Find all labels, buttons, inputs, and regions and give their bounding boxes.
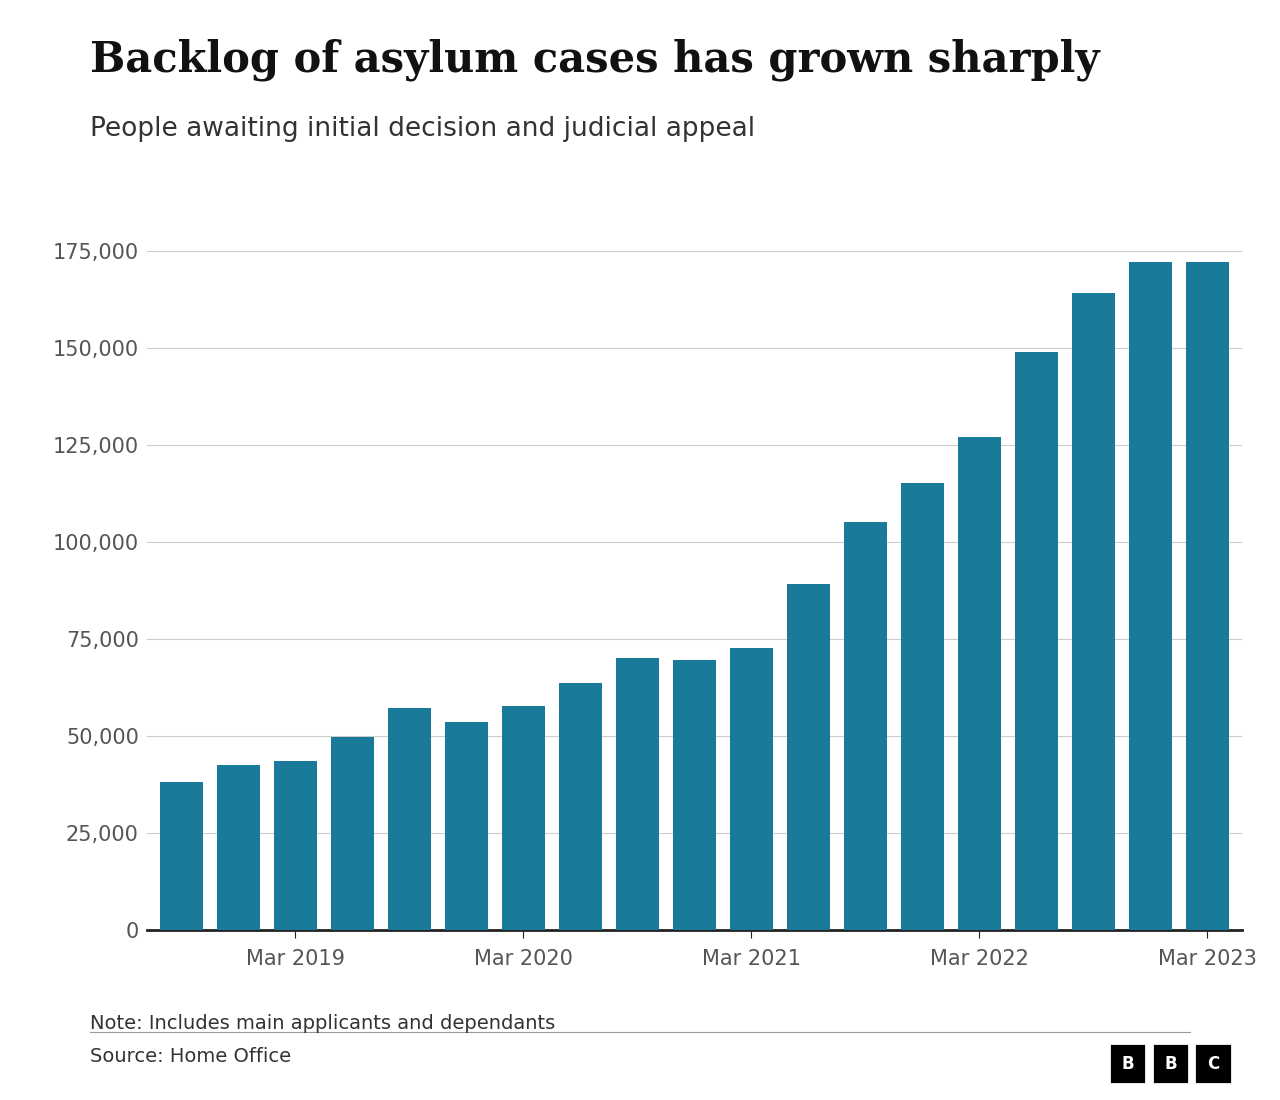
Bar [673,660,716,930]
Bar [502,706,545,930]
Bar [218,764,260,930]
Text: B: B [1164,1055,1176,1072]
Text: C: C [1207,1055,1219,1072]
Bar [1187,262,1229,930]
Bar [332,737,374,929]
Bar [1129,262,1171,930]
Text: Backlog of asylum cases has grown sharply: Backlog of asylum cases has grown sharpl… [90,39,1100,81]
Bar [160,782,202,929]
Text: B: B [1121,1055,1134,1072]
Bar [957,437,1001,930]
Bar [730,648,773,930]
Bar [616,658,659,930]
FancyBboxPatch shape [1108,1044,1147,1084]
Text: Source: Home Office: Source: Home Office [90,1047,291,1066]
Bar [844,522,887,930]
Bar [1015,352,1057,929]
Bar [559,683,602,930]
FancyBboxPatch shape [1152,1044,1189,1084]
Bar [901,483,943,930]
Bar [1073,294,1115,930]
Bar [274,761,316,930]
FancyBboxPatch shape [1194,1044,1231,1084]
Text: People awaiting initial decision and judicial appeal: People awaiting initial decision and jud… [90,116,755,142]
Bar [445,722,488,930]
Bar [787,584,829,930]
Text: Note: Includes main applicants and dependants: Note: Includes main applicants and depen… [90,1014,554,1033]
Bar [388,708,431,930]
